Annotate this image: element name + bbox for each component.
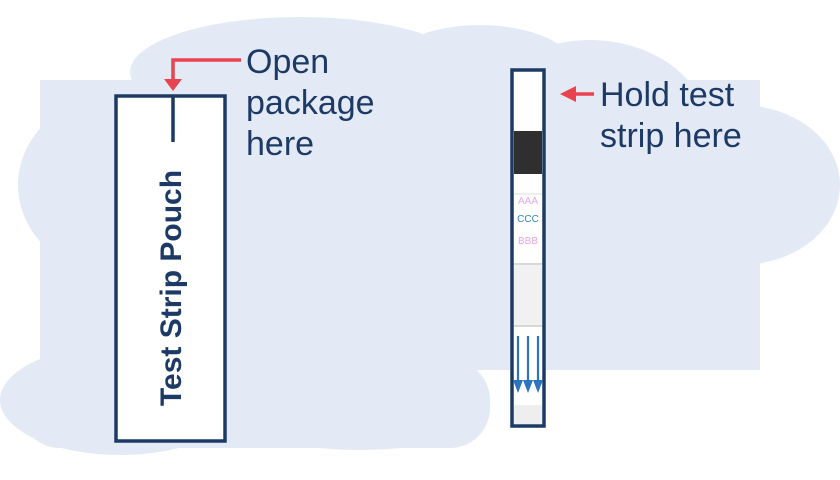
test-strip-pouch: Test Strip Pouch [114, 94, 227, 443]
hold-callout-line-1: Hold test [600, 76, 735, 114]
strip-line-label-2: CCC [517, 214, 539, 225]
hold-callout-line-2: strip here [600, 117, 742, 155]
open-package-callout: Open package here [246, 42, 375, 165]
strip-window [514, 265, 542, 326]
hold-strip-callout: Hold test strip here [600, 75, 742, 157]
test-strip: AAA CCC BBB [510, 68, 546, 428]
open-callout-line-2: package [246, 84, 375, 122]
strip-handle-band [514, 131, 542, 174]
open-package-arrow-icon [164, 58, 241, 91]
pouch-outline [114, 94, 227, 443]
strip-sample-end [514, 405, 542, 424]
open-callout-line-1: Open [246, 43, 330, 81]
hold-strip-arrow-icon [560, 86, 594, 102]
flow-direction-arrows-icon [513, 336, 543, 393]
pouch-label: Test Strip Pouch [155, 170, 188, 406]
strip-line-label-3: BBB [518, 236, 538, 247]
strip-line-label-1: AAA [518, 196, 538, 207]
open-callout-line-3: here [246, 125, 315, 163]
